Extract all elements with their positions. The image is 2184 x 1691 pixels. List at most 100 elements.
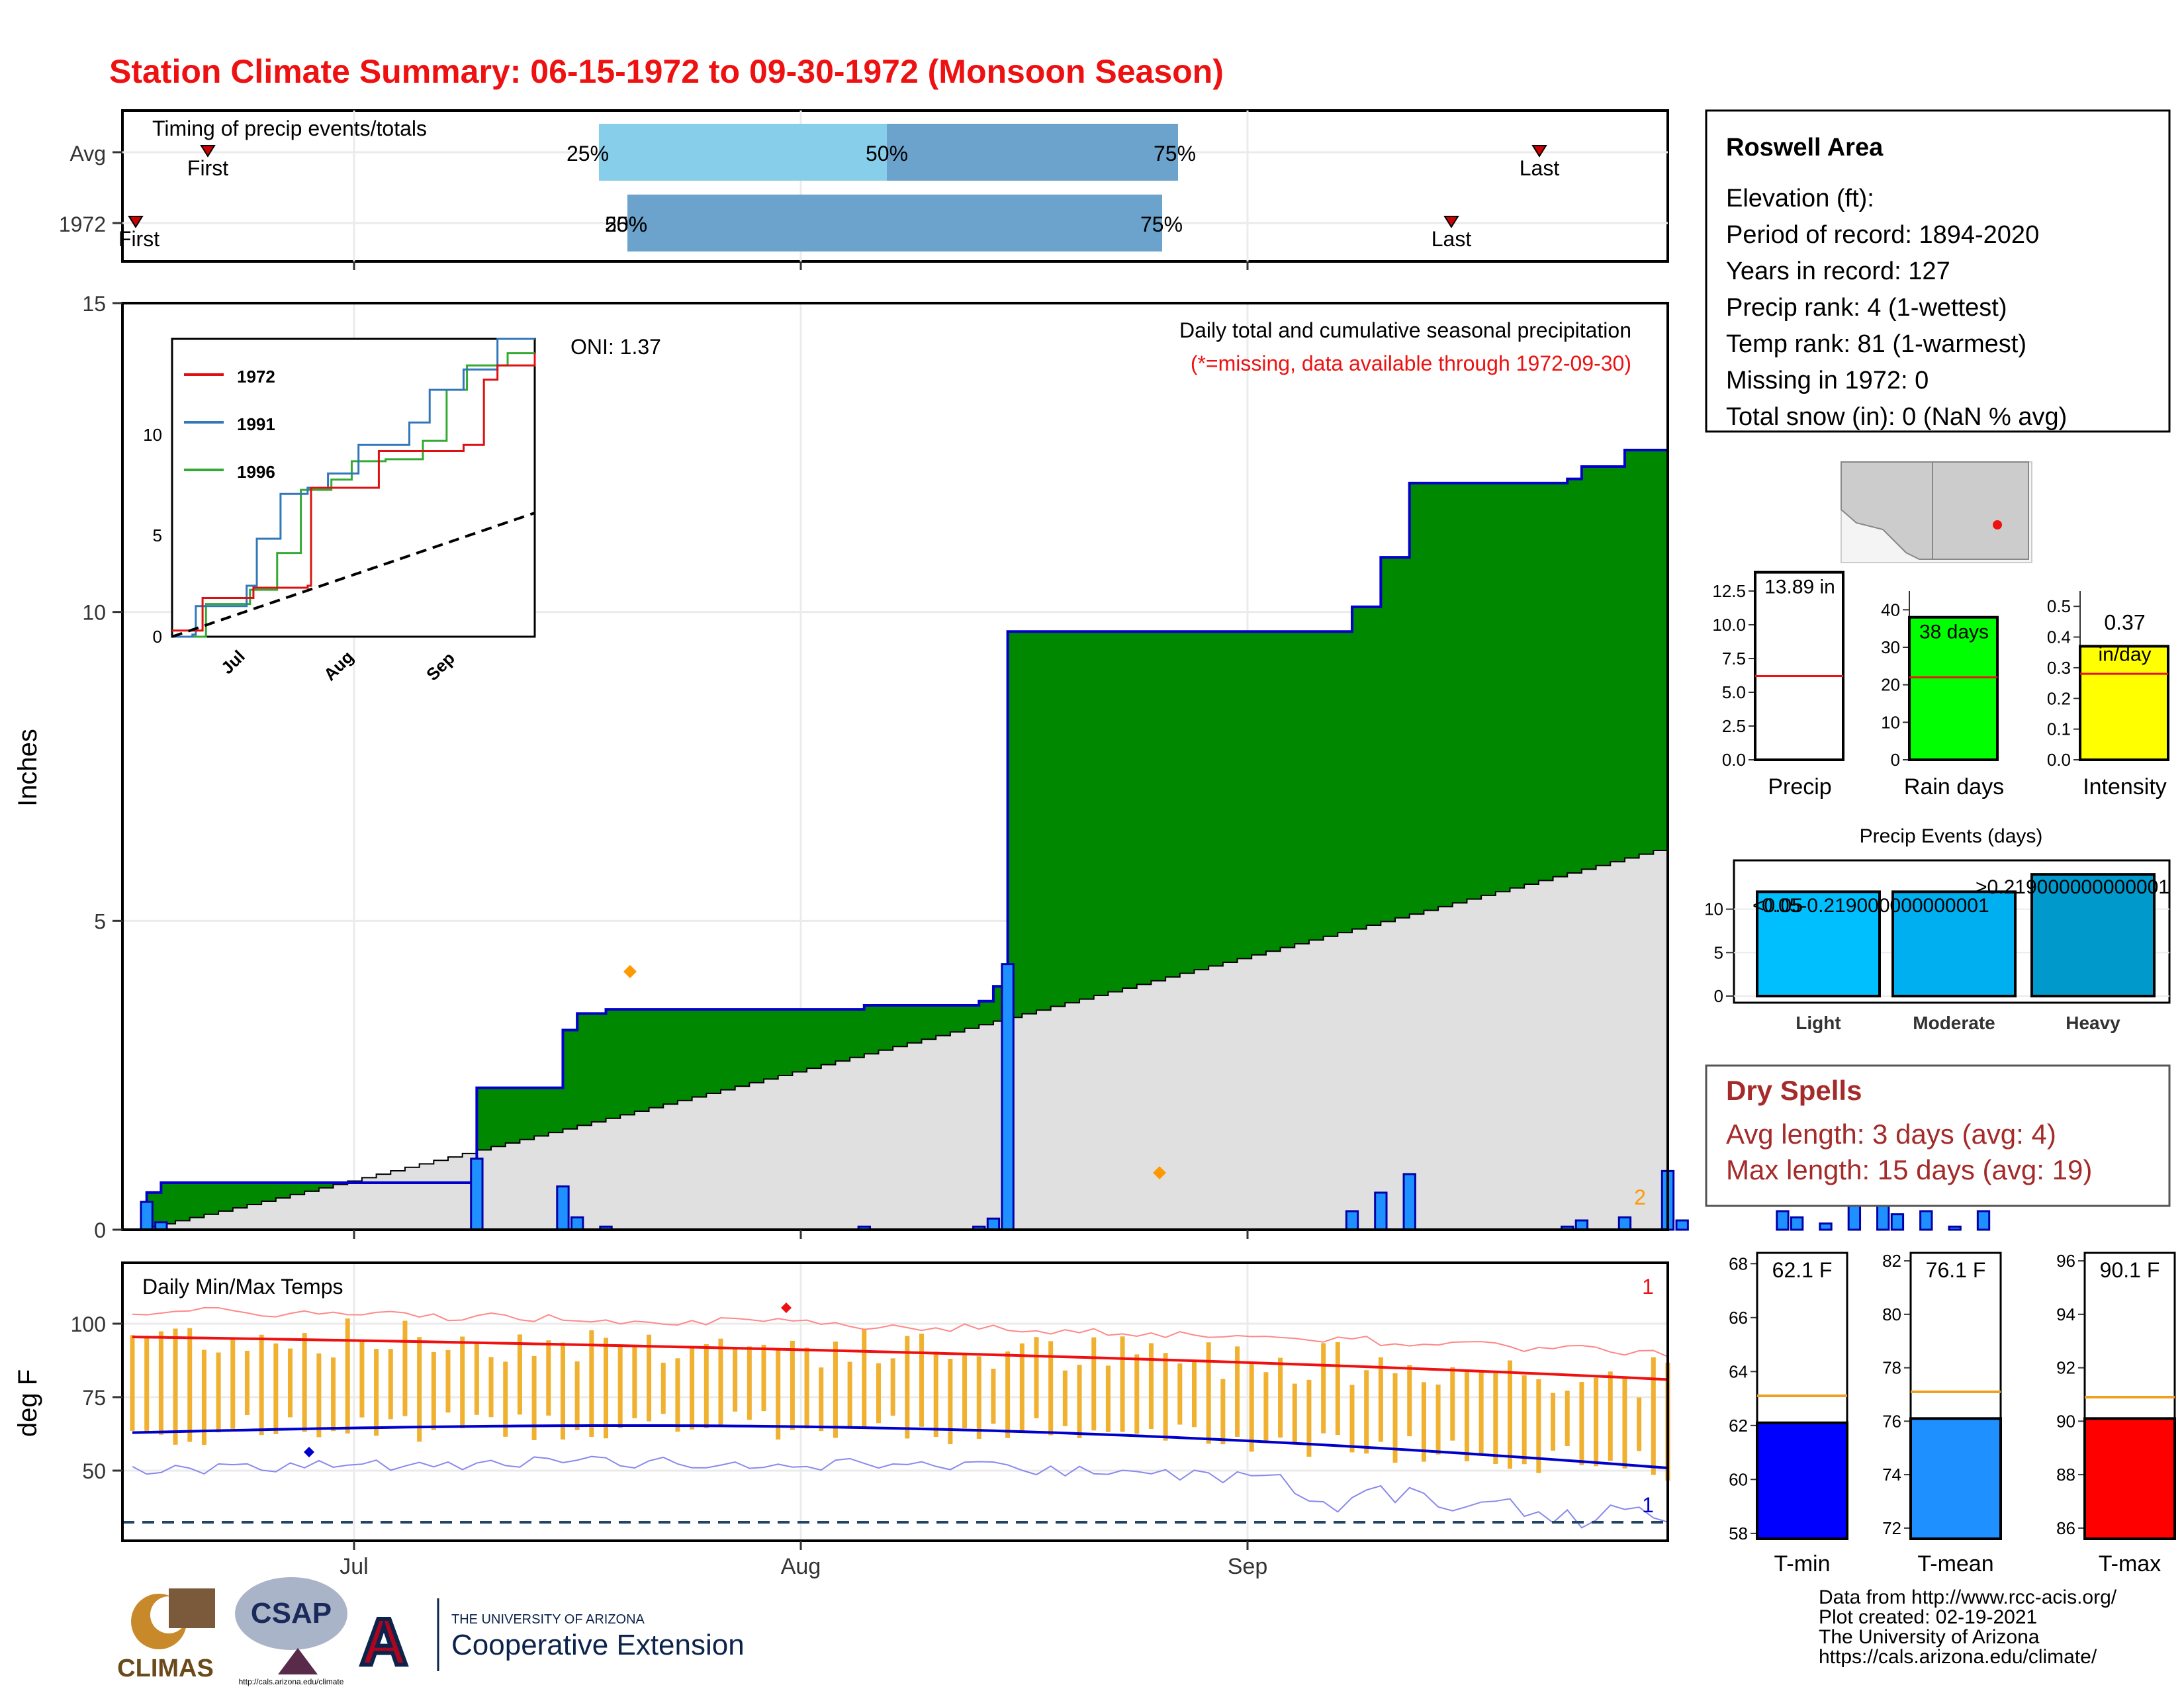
daily-temp-range-bar: [1651, 1357, 1656, 1475]
station-line: Precip rank: 4 (1-wettest): [1726, 294, 2007, 322]
daily-temp-range-bar: [660, 1362, 666, 1414]
summary-bar-label: Precip: [1768, 774, 1831, 800]
precip-ytick: 5: [94, 909, 106, 933]
daily-temp-range-bar: [517, 1334, 522, 1415]
daily-temp-range-bar: [876, 1363, 881, 1424]
inset-average-line: [171, 512, 535, 638]
daily-temp-range-bar: [1522, 1375, 1527, 1465]
daily-temp-range-bar: [503, 1361, 508, 1437]
daily-precip-bar: [1402, 1173, 1416, 1231]
daily-temp-range-bar: [1062, 1370, 1068, 1426]
daily-temp-range-bar: [460, 1336, 465, 1429]
daily-temp-range-bar: [1321, 1343, 1326, 1434]
daily-temp-range-bar: [1292, 1383, 1297, 1444]
timing-panel: Timing of precip events/totals Avg 1972 …: [59, 109, 1669, 270]
daily-temp-range-bar: [675, 1358, 680, 1432]
daily-temp-range-bar: [216, 1352, 221, 1433]
summary-tick: 10.0: [1712, 615, 1746, 635]
temp-summary-tick: 78: [1882, 1358, 1901, 1378]
inset-ytick-5: 5: [153, 526, 162, 545]
daily-temp-range-bar: [331, 1357, 336, 1432]
precip-ytick: 10: [82, 601, 106, 625]
timing-box-lower: [599, 124, 890, 181]
daily-temp-range-bar: [1005, 1351, 1011, 1438]
average-low-line: [132, 1424, 1668, 1470]
daily-temp-range-bar: [1622, 1377, 1627, 1469]
record-marker: [623, 965, 637, 978]
record-low-marker: [304, 1447, 314, 1457]
temp-y-axis-label: deg F: [13, 1369, 42, 1437]
daily-temp-range-bar: [1464, 1370, 1469, 1461]
temp-summary-tick: 60: [1729, 1469, 1748, 1489]
event-bar-heavy: [2030, 873, 2156, 997]
daily-temp-range-bar: [1120, 1336, 1125, 1432]
record-low-line: [132, 1455, 1668, 1529]
daily-temp-range-bar: [1091, 1337, 1097, 1431]
daily-temp-range-bar: [1220, 1379, 1226, 1445]
daily-temp-range-bar: [1479, 1372, 1484, 1456]
record-high-count: 1: [1642, 1275, 1654, 1299]
daily-temp-range-bar: [345, 1318, 350, 1434]
temp-summary-tick: 62: [1729, 1416, 1748, 1436]
temp-summary-value: 90.1 F: [2100, 1258, 2160, 1282]
ua-line1: THE UNIVERSITY OF ARIZONA: [451, 1612, 645, 1627]
daily-temp-range-bar: [417, 1337, 422, 1442]
summary-tick: 12.5: [1712, 581, 1746, 601]
precip-caption: Daily total and cumulative seasonal prec…: [1179, 318, 1631, 342]
temp-summary-bar: [2083, 1417, 2176, 1541]
xtick-aug: Aug: [781, 1554, 821, 1579]
station-line: Missing in 1972: 0: [1726, 367, 1929, 394]
inset-series-1972: [172, 353, 536, 632]
summary-tick: 10: [1881, 712, 1900, 732]
daily-precip-bar: [1617, 1216, 1632, 1231]
page-title: Station Climate Summary: 06-15-1972 to 0…: [109, 53, 1224, 90]
daily-temp-range-bar: [804, 1348, 809, 1429]
daily-temp-range-bar: [546, 1340, 551, 1416]
temp-summary-label: T-min: [1774, 1551, 1831, 1577]
summary-value-label: 38 days: [1919, 621, 1989, 643]
event-category-label: Heavy: [2066, 1013, 2120, 1033]
event-range-label: 0.05-0.219000000000001: [1762, 895, 1989, 917]
temp-summary-tick: 58: [1729, 1524, 1748, 1543]
daily-temp-range-bar: [776, 1349, 781, 1440]
temp-summary-tick: 68: [1729, 1254, 1748, 1273]
station-location-dot: [1993, 520, 2002, 529]
summary-tick: 0.5: [2047, 596, 2071, 616]
daily-precip-bar: [1790, 1216, 1804, 1231]
temperature-panel: Daily Min/Max Temps 1 1 100 75 50 deg F …: [13, 1261, 1670, 1579]
svg-text:A: A: [360, 1605, 408, 1679]
summary-tick: 20: [1881, 675, 1900, 695]
temp-summary-tick: 66: [1729, 1308, 1748, 1328]
daily-temp-range-bar: [747, 1346, 752, 1420]
inset-legend-1996: 1996: [237, 462, 275, 482]
daily-temp-range-bar: [718, 1338, 723, 1426]
daily-precip-bar: [1890, 1213, 1905, 1231]
summary-tick: 0.0: [2047, 750, 2071, 770]
first-event-marker: [200, 145, 216, 158]
temp-summary-tick: 72: [1882, 1518, 1901, 1538]
ua-line2: Cooperative Extension: [451, 1629, 745, 1661]
daily-precip-bar: [1574, 1219, 1589, 1231]
footer-credits: Data from http://www.rcc-acis.org/ Plot …: [1819, 1586, 2117, 1668]
daily-temp-range-bar: [733, 1348, 738, 1412]
inset-legend: 1972 1991 1996: [184, 367, 275, 482]
daily-temp-range-bar: [316, 1353, 322, 1438]
summary-bar-label: Intensity: [2083, 774, 2167, 800]
daily-temp-range-bar: [1263, 1372, 1269, 1441]
daily-temp-range-bar: [976, 1356, 981, 1440]
daily-temp-range-bar: [991, 1369, 996, 1424]
average-high-line: [132, 1336, 1668, 1381]
temperature-summary-bars: 58 60 62 64 66 68 62.1 F T-min 72 74 76 78 80 82 76.1 …: [1729, 1251, 2176, 1577]
daily-temp-range-bar: [1637, 1397, 1642, 1451]
temp-summary-tick: 64: [1729, 1361, 1748, 1381]
summary-bar: [2079, 645, 2169, 761]
daily-temp-range-bar: [302, 1333, 307, 1432]
temp-summary-tick: 92: [2056, 1358, 2075, 1378]
temp-summary-label: T-max: [2099, 1551, 2161, 1577]
inset-legend-1991: 1991: [237, 414, 275, 434]
missing-note: (*=missing, data available through 1972-…: [1191, 351, 1631, 375]
csap-logo: CSAP http://cals.arizona.edu/climate: [235, 1577, 347, 1686]
daily-temp-range-bar: [604, 1338, 609, 1439]
daily-temp-range-bar: [474, 1342, 479, 1415]
